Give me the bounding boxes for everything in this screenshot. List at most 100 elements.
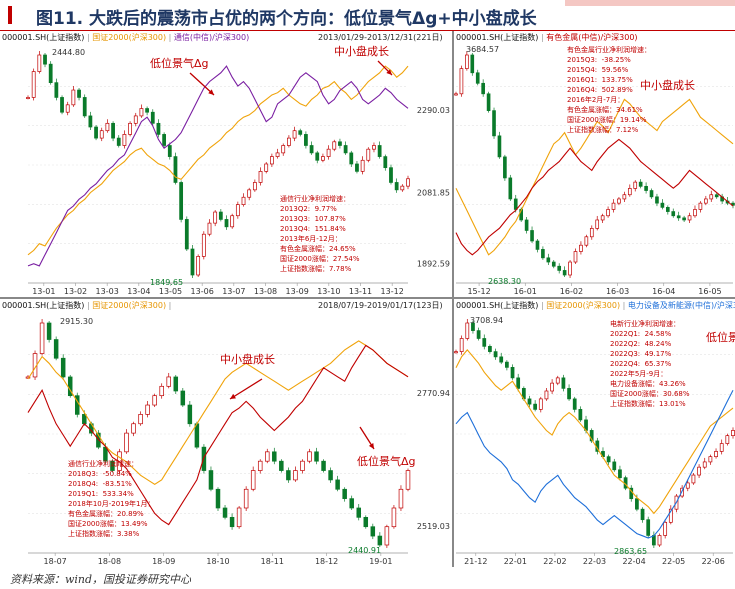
low-label: 2863.65 <box>614 547 648 556</box>
candle-body <box>222 507 228 518</box>
note-line: 通信行业净利润增速： <box>68 460 138 468</box>
candle-body <box>145 108 149 113</box>
candle-body <box>292 130 297 139</box>
legend-item-smallcap: 国证2000(沪深300) <box>92 33 167 42</box>
x-tick-label: 22-05 <box>662 557 685 566</box>
candle-body <box>269 156 274 165</box>
candle-body <box>180 390 186 406</box>
candle-body <box>247 189 252 198</box>
x-tick-label: 21-12 <box>464 557 487 566</box>
x-tick-label: 13-09 <box>286 287 309 296</box>
legend-item-telecom: 通信(中信)/沪深300) <box>173 33 250 42</box>
candle-body <box>48 63 53 84</box>
horizontal-divider <box>0 297 735 299</box>
x-tick-label: 18-12 <box>315 557 338 566</box>
candle-body <box>128 122 132 135</box>
candle-body <box>71 89 76 106</box>
candle-body <box>384 526 390 546</box>
candle-body <box>459 338 464 352</box>
candle-body <box>110 460 115 471</box>
candle-body <box>493 351 498 358</box>
candle-body <box>524 219 529 231</box>
candle-body <box>343 145 348 154</box>
annotation-arrowhead <box>368 443 374 449</box>
candle-body <box>173 376 179 392</box>
candle-body <box>258 171 263 183</box>
series-line-power <box>455 389 734 539</box>
note-line: 国证2000涨幅：19.14% <box>567 116 647 124</box>
candle-body <box>377 145 382 157</box>
note-line: 2013Q4: 151.84% <box>280 225 346 233</box>
candle-body <box>304 134 308 146</box>
candle-body <box>704 198 708 204</box>
power-note: 电新行业净利润增速： 2022Q1: 24.58% 2022Q2: 48.24% 20… <box>610 319 690 409</box>
candle-body <box>510 367 515 379</box>
note-line: 2022年5月-9月： <box>610 370 668 378</box>
candle-body <box>606 209 610 217</box>
candle-body <box>26 97 30 99</box>
series-line-smallcap <box>27 65 409 256</box>
candle-body <box>454 93 458 96</box>
candle-body <box>589 430 594 442</box>
candle-body <box>561 377 566 389</box>
annotation-smallcap: 中小盘成长 <box>334 45 389 58</box>
legend-2022: 000001.SH(上证指数) | 国证2000(沪深300) | 电力设备及新… <box>456 299 735 312</box>
note-line: 2018年10月-2019年1月： <box>68 500 155 508</box>
x-tick-label: 13-03 <box>96 287 119 296</box>
note-line: 2016年2月-7月： <box>567 96 625 104</box>
note-line: 有色金属涨幅：34.61% <box>567 106 643 114</box>
x-tick-label: 18-11 <box>261 557 284 566</box>
candle-body <box>314 451 319 462</box>
candle-body <box>307 451 312 462</box>
candle-body <box>476 330 481 339</box>
candle-body <box>328 470 333 481</box>
legend-item-index: 000001.SH(上证指数) <box>456 33 539 42</box>
candle-body <box>541 249 545 259</box>
candle-body <box>150 111 155 124</box>
x-tick-label: 13-07 <box>222 287 245 296</box>
candle-body <box>708 456 713 463</box>
candle-body <box>326 148 331 157</box>
legend-2016: 000001.SH(上证指数) | 有色金属(中信)/沪深300) <box>456 31 638 44</box>
chart-panel-2018: 18-07 18-08 18-09 18-10 18-11 18-12 19-01 2770.… <box>0 299 452 567</box>
candle-body <box>535 240 540 250</box>
candle-body <box>138 414 143 425</box>
candle-body <box>454 351 458 354</box>
candle-body <box>82 97 87 117</box>
annotation-arrowhead <box>230 393 236 399</box>
candle-body <box>492 110 496 137</box>
candle-body <box>551 261 556 267</box>
candle-body <box>657 535 662 546</box>
high-label: 3708.94 <box>470 316 504 325</box>
source-note: 资料来源：wind，国投证券研究中心 <box>10 573 192 586</box>
candle-body <box>94 126 98 139</box>
x-tick-label: 13-01 <box>32 287 55 296</box>
candle-body <box>124 432 129 453</box>
candle-body <box>218 211 223 220</box>
series-line-smallcap <box>27 340 409 485</box>
candle-body <box>321 156 325 161</box>
candle-body <box>213 211 218 224</box>
candle-body <box>82 414 87 425</box>
candle-body <box>349 152 354 165</box>
annotation-arrowhead <box>208 89 214 95</box>
note-line: 2018Q3: -50.84% <box>68 470 132 478</box>
annotation-smallcap: 中小盘成长 <box>640 79 695 92</box>
candle-body <box>37 54 42 72</box>
candle-body <box>400 185 405 191</box>
x-tick-label: 18-08 <box>98 557 121 566</box>
candle-body <box>697 466 701 476</box>
candle-body <box>53 339 59 359</box>
low-label: 2638.30 <box>488 277 522 286</box>
x-tick-label: 13-05 <box>159 287 182 296</box>
candle-body <box>111 122 115 139</box>
note-line: 2013Q3: 107.87% <box>280 215 346 223</box>
candle-body <box>635 498 639 510</box>
candle-body <box>122 134 127 146</box>
x-tick-label: 18-07 <box>44 557 67 566</box>
candle-body <box>383 156 388 169</box>
candle-body <box>215 488 221 509</box>
candle-body <box>349 498 354 509</box>
candle-body <box>709 194 714 200</box>
candle-body <box>173 156 178 183</box>
